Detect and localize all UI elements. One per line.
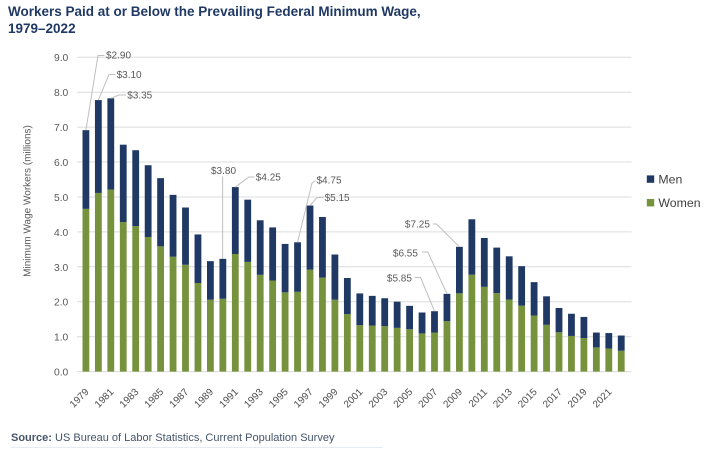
svg-text:$3.80: $3.80	[211, 166, 236, 177]
svg-text:$4.75: $4.75	[317, 176, 342, 187]
svg-text:Men: Men	[658, 173, 682, 187]
svg-text:$4.25: $4.25	[256, 172, 281, 183]
svg-text:0.0: 0.0	[54, 368, 69, 379]
svg-text:$2.90: $2.90	[106, 51, 131, 62]
svg-text:8.0: 8.0	[54, 88, 69, 99]
svg-text:$3.10: $3.10	[117, 70, 142, 81]
svg-text:3.0: 3.0	[54, 263, 69, 274]
svg-text:4.0: 4.0	[54, 228, 69, 239]
svg-text:6.0: 6.0	[54, 158, 69, 169]
svg-text:$3.35: $3.35	[127, 91, 152, 102]
svg-text:$6.55: $6.55	[393, 248, 418, 259]
svg-text:$5.85: $5.85	[387, 274, 412, 285]
svg-text:7.0: 7.0	[54, 123, 69, 134]
svg-text:Women: Women	[658, 196, 700, 210]
svg-text:1.0: 1.0	[54, 333, 69, 344]
svg-text:2.0: 2.0	[54, 298, 69, 309]
svg-text:9.0: 9.0	[54, 53, 69, 64]
svg-text:$5.15: $5.15	[325, 193, 350, 204]
svg-text:$7.25: $7.25	[405, 219, 430, 230]
svg-text:5.0: 5.0	[54, 193, 69, 204]
svg-text:Minimum Wage Workers (millions: Minimum Wage Workers (millions)	[23, 125, 34, 277]
